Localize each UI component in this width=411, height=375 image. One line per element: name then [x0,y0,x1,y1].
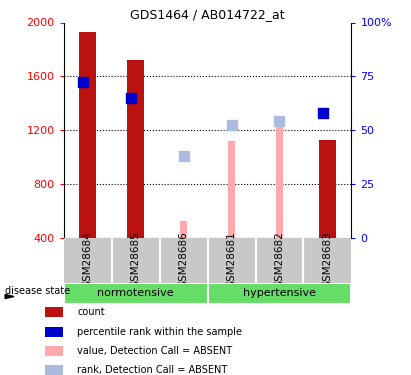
Polygon shape [5,294,14,298]
Text: GSM28686: GSM28686 [179,231,189,288]
Text: GSM28683: GSM28683 [323,231,332,288]
Point [180,153,187,159]
Point [228,122,235,128]
Bar [180,220,187,238]
Point [127,95,134,101]
Title: GDS1464 / AB014722_at: GDS1464 / AB014722_at [130,8,285,21]
Bar [45,308,63,317]
Text: GSM28684: GSM28684 [83,231,92,288]
Text: GSM28681: GSM28681 [226,231,236,288]
Text: count: count [77,307,105,317]
Text: normotensive: normotensive [97,288,174,298]
Bar [45,327,63,336]
Text: rank, Detection Call = ABSENT: rank, Detection Call = ABSENT [77,365,228,375]
Bar [319,140,336,238]
Point [276,118,283,124]
Bar [208,283,351,304]
Text: GSM28685: GSM28685 [131,231,141,288]
Bar [127,60,144,238]
Point [319,110,326,116]
Bar [276,126,283,238]
Bar [64,283,208,304]
Text: percentile rank within the sample: percentile rank within the sample [77,327,242,336]
Text: value, Detection Call = ABSENT: value, Detection Call = ABSENT [77,346,232,356]
Text: GSM28682: GSM28682 [275,231,284,288]
Bar [45,346,63,356]
Bar [45,365,63,375]
Text: disease state: disease state [5,286,70,296]
Bar [228,141,235,238]
Point [80,79,86,85]
Bar [79,32,96,238]
Text: hypertensive: hypertensive [243,288,316,298]
